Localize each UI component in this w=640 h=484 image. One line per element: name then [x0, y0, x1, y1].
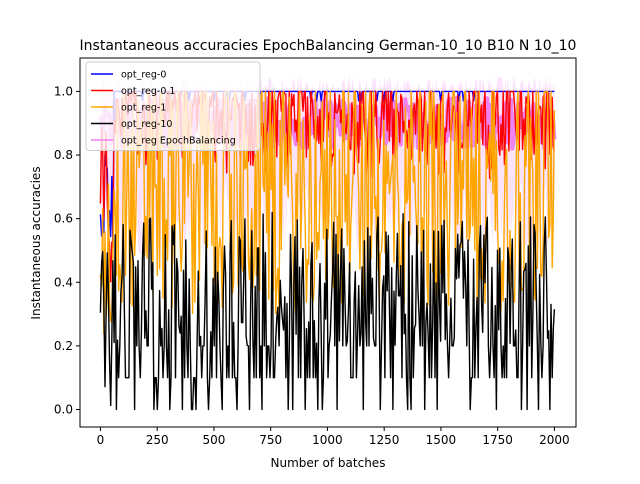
y-tick-label: 0.0 — [54, 403, 73, 417]
legend-box — [85, 61, 261, 151]
x-tick-label: 1750 — [482, 433, 513, 447]
x-axis-label: Number of batches — [271, 456, 386, 470]
y-tick-label: 1.0 — [54, 84, 73, 98]
x-tick-label: 500 — [202, 433, 225, 447]
x-tick-label: 250 — [146, 433, 169, 447]
legend-label: opt_reg-0.1 — [121, 86, 175, 97]
y-tick-label: 0.6 — [54, 212, 73, 226]
series-line-opt-reg-1 — [99, 90, 556, 335]
axes-frame — [79, 57, 577, 428]
legend: opt_reg-0 opt_reg-0.1 opt_reg-1 opt_reg-10o… — [85, 61, 261, 151]
x-tick-label: 0 — [97, 433, 105, 447]
legend-label: opt_reg-1 — [121, 103, 166, 114]
x-tick-label: 1500 — [426, 433, 457, 447]
x-tick-label: 750 — [259, 433, 282, 447]
legend-label: opt_reg-10 — [121, 119, 172, 130]
y-tick-label: 0.4 — [54, 275, 73, 289]
legend-label: opt_reg-0 — [121, 70, 166, 81]
y-tick-label: 0.8 — [54, 148, 73, 162]
chart-title: Instantaneous accuracies EpochBalancing … — [80, 38, 577, 54]
legend-label: opt_reg EpochBalancing — [121, 136, 236, 147]
x-tick-label: 1000 — [312, 433, 343, 447]
x-tick-label: 2000 — [539, 433, 570, 447]
y-tick-label: 0.2 — [54, 339, 73, 353]
series-line-opt-reg-10 — [99, 211, 556, 411]
axes: 0 250 500 750 1000 1250 1500 1750 2000 0.0 0.2 0.4 0… — [54, 57, 577, 447]
x-tick-label: 1250 — [369, 433, 400, 447]
y-axis-label: Instantaneous accuracies — [29, 166, 43, 319]
